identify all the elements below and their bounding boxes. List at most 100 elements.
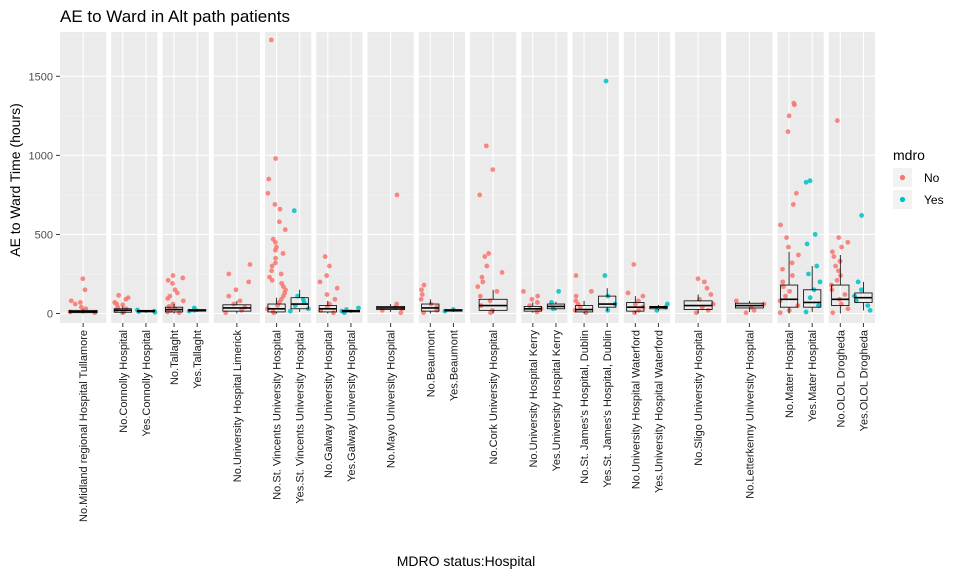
data-point	[708, 292, 714, 297]
data-point	[272, 239, 278, 245]
data-point	[812, 232, 818, 237]
facet-panel: No.OLOL Drogheda Yes.OLOL Drogheda	[828, 32, 875, 431]
x-tick-label: No.St. Vincents University Hospital	[272, 330, 284, 500]
data-point	[790, 201, 796, 207]
x-tick-label: Yes.St. Vincents University Hospital	[295, 330, 307, 504]
data-point	[419, 287, 424, 293]
data-point	[477, 192, 483, 198]
data-point	[836, 235, 842, 240]
data-point	[269, 268, 274, 274]
data-point	[280, 251, 286, 256]
data-point	[636, 307, 642, 313]
x-tick-label: Yes.University Hospital Kerry	[551, 330, 563, 472]
panel-background	[162, 32, 209, 323]
data-point	[265, 306, 270, 312]
data-point	[499, 269, 505, 275]
data-point	[231, 301, 237, 307]
data-point	[845, 306, 851, 312]
data-point	[334, 285, 340, 291]
data-point	[331, 310, 336, 316]
data-point	[803, 179, 809, 185]
y-tick-label: 1000	[29, 150, 53, 162]
x-tick-label: No.Beaumont	[425, 330, 437, 397]
x-tick-label: No.Letterkenny University Hospital	[744, 330, 756, 499]
data-point	[605, 307, 611, 313]
facet-panel: No.Connolly Hospital Yes.Connolly Hospita…	[111, 32, 158, 437]
data-point	[855, 279, 861, 285]
facet-panel: No.University Hospital Waterford Yes.Univ…	[623, 32, 670, 493]
data-point	[272, 247, 278, 253]
data-point	[858, 287, 864, 293]
data-point	[480, 279, 486, 285]
data-point	[483, 143, 489, 149]
box	[598, 295, 617, 308]
facet-panel: No.Cork University Hospital	[470, 32, 517, 464]
data-point	[265, 190, 271, 196]
panel-background	[418, 32, 465, 323]
facet-panel: No.University Hospital Limerick	[213, 32, 260, 483]
data-point	[239, 307, 244, 313]
data-point	[475, 284, 481, 290]
data-point	[778, 222, 783, 228]
data-point	[534, 309, 540, 315]
data-point	[625, 290, 631, 296]
data-point	[226, 293, 232, 299]
panel-background	[521, 32, 568, 323]
data-point	[777, 310, 783, 316]
facet-panel: No.Galway University Hospital Yes.Galway …	[316, 32, 363, 482]
data-point	[170, 273, 176, 278]
data-point	[77, 300, 83, 305]
box	[779, 284, 799, 308]
facet-panel: No.Mater Hospital Yes.Mater Hospital	[777, 32, 824, 422]
box	[831, 284, 850, 307]
panel-background	[828, 32, 875, 323]
data-point	[834, 118, 840, 123]
data-point	[534, 300, 540, 305]
x-tick-label: No.St. James's Hospital, Dublin	[579, 330, 591, 484]
data-point	[269, 263, 275, 269]
data-point	[237, 298, 243, 304]
y-axis: 0 500 1000 1500	[29, 71, 60, 321]
facet-panel: No.Beaumont Yes.Beaumont	[418, 32, 465, 401]
legend-swatch	[899, 174, 906, 181]
data-point	[479, 274, 485, 280]
panel-background	[265, 32, 312, 323]
data-point	[704, 285, 710, 291]
panel-background	[572, 32, 619, 323]
data-point	[233, 287, 239, 293]
legend-swatch	[899, 196, 906, 203]
x-tick-label: No.Connolly Hospital	[118, 330, 130, 433]
data-point	[246, 279, 252, 285]
data-point	[421, 282, 427, 288]
data-point	[490, 167, 496, 172]
panel-background	[623, 32, 670, 323]
data-point	[743, 310, 749, 316]
data-point	[434, 307, 440, 313]
facet-panel: No.Midland regional Hospital Tullamore	[60, 32, 107, 522]
data-point	[792, 102, 797, 108]
data-point	[793, 190, 799, 196]
x-tick-label: Yes.Mater Hospital	[807, 330, 819, 422]
data-point	[247, 262, 253, 267]
x-tick-label: No.University Hospital Kerry	[528, 330, 540, 468]
data-point	[277, 206, 283, 212]
y-tick-label: 0	[47, 309, 53, 321]
facet-panel: No.Letterkenny University Hospital	[726, 32, 773, 499]
data-point	[317, 279, 323, 285]
x-tick-label: Yes.St. James's Hospital, Dublin	[602, 330, 614, 488]
data-point	[494, 288, 500, 294]
data-point	[68, 298, 74, 304]
y-axis-title: AE to Ward Time (hours)	[7, 103, 23, 257]
data-point	[116, 292, 122, 298]
x-tick-label: No.University Hospital Waterford	[630, 330, 642, 489]
panel-background	[111, 32, 158, 323]
data-point	[170, 301, 176, 307]
x-tick-label: Yes.Connolly Hospital	[141, 330, 153, 437]
facet-panels: No.Midland regional Hospital Tullamore No…	[60, 32, 875, 522]
data-point	[836, 268, 841, 274]
y-tick-label: 1500	[29, 71, 53, 83]
x-tick-label: No.University Hospital Limerick	[232, 330, 244, 483]
data-point	[114, 301, 120, 307]
panel-background	[316, 32, 363, 323]
